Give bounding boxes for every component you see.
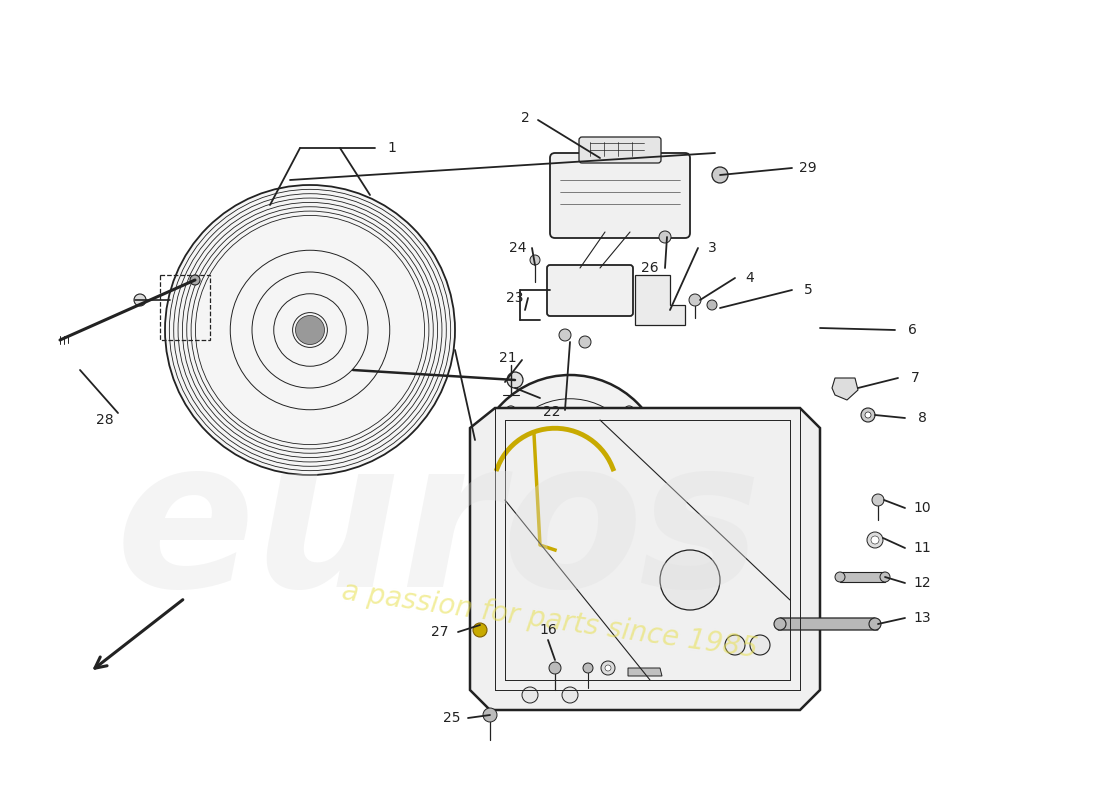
Circle shape bbox=[750, 635, 770, 655]
Circle shape bbox=[530, 255, 540, 265]
Text: 23: 23 bbox=[506, 291, 524, 305]
Circle shape bbox=[624, 524, 634, 534]
Circle shape bbox=[296, 315, 324, 345]
Circle shape bbox=[475, 375, 666, 565]
Text: 1: 1 bbox=[387, 141, 396, 155]
Circle shape bbox=[473, 623, 487, 637]
Circle shape bbox=[559, 329, 571, 341]
Circle shape bbox=[725, 635, 745, 655]
Bar bbox=[160, 275, 210, 340]
Circle shape bbox=[562, 687, 578, 703]
Circle shape bbox=[660, 550, 720, 610]
Circle shape bbox=[872, 494, 884, 506]
Text: 3: 3 bbox=[707, 241, 716, 255]
Circle shape bbox=[774, 618, 786, 630]
Text: 5: 5 bbox=[804, 283, 813, 297]
Polygon shape bbox=[832, 378, 858, 400]
Polygon shape bbox=[635, 275, 685, 325]
Circle shape bbox=[712, 167, 728, 183]
Circle shape bbox=[624, 406, 634, 416]
Circle shape bbox=[867, 532, 883, 548]
Circle shape bbox=[605, 665, 610, 671]
Circle shape bbox=[583, 663, 593, 673]
Circle shape bbox=[536, 393, 550, 407]
Text: euro: euro bbox=[116, 430, 645, 630]
Text: 27: 27 bbox=[431, 625, 449, 639]
Text: 6: 6 bbox=[908, 323, 916, 337]
Text: 7: 7 bbox=[911, 371, 920, 385]
Circle shape bbox=[506, 524, 516, 534]
Circle shape bbox=[707, 300, 717, 310]
Text: 25: 25 bbox=[443, 711, 461, 725]
Polygon shape bbox=[470, 408, 820, 710]
Text: 22: 22 bbox=[543, 405, 561, 419]
Circle shape bbox=[880, 572, 890, 582]
Text: 11: 11 bbox=[913, 541, 931, 555]
Circle shape bbox=[549, 662, 561, 674]
Circle shape bbox=[134, 294, 146, 306]
FancyBboxPatch shape bbox=[550, 153, 690, 238]
Text: 21: 21 bbox=[499, 351, 517, 365]
Text: 13: 13 bbox=[913, 611, 931, 625]
Circle shape bbox=[869, 618, 881, 630]
Circle shape bbox=[659, 231, 671, 243]
Text: 16: 16 bbox=[539, 623, 557, 637]
Circle shape bbox=[601, 661, 615, 675]
FancyBboxPatch shape bbox=[547, 265, 632, 316]
Polygon shape bbox=[778, 618, 878, 630]
Text: a passion for parts since 1985: a passion for parts since 1985 bbox=[340, 577, 760, 663]
Text: 4: 4 bbox=[746, 271, 755, 285]
Polygon shape bbox=[840, 572, 886, 582]
Circle shape bbox=[865, 412, 871, 418]
Text: 12: 12 bbox=[913, 576, 931, 590]
Circle shape bbox=[861, 408, 875, 422]
Text: 10: 10 bbox=[913, 501, 931, 515]
Circle shape bbox=[165, 185, 455, 475]
Circle shape bbox=[190, 275, 200, 285]
Text: 2: 2 bbox=[520, 111, 529, 125]
Text: 24: 24 bbox=[509, 241, 527, 255]
Text: 26: 26 bbox=[641, 261, 659, 275]
Circle shape bbox=[507, 372, 522, 388]
Circle shape bbox=[506, 406, 516, 416]
Polygon shape bbox=[628, 668, 662, 676]
Circle shape bbox=[871, 536, 879, 544]
Circle shape bbox=[689, 294, 701, 306]
Circle shape bbox=[835, 572, 845, 582]
Text: s: s bbox=[639, 430, 761, 630]
Text: 28: 28 bbox=[96, 413, 113, 427]
Circle shape bbox=[483, 708, 497, 722]
Circle shape bbox=[579, 336, 591, 348]
Text: 29: 29 bbox=[800, 161, 817, 175]
FancyBboxPatch shape bbox=[579, 137, 661, 163]
Circle shape bbox=[522, 687, 538, 703]
Text: 8: 8 bbox=[917, 411, 926, 425]
